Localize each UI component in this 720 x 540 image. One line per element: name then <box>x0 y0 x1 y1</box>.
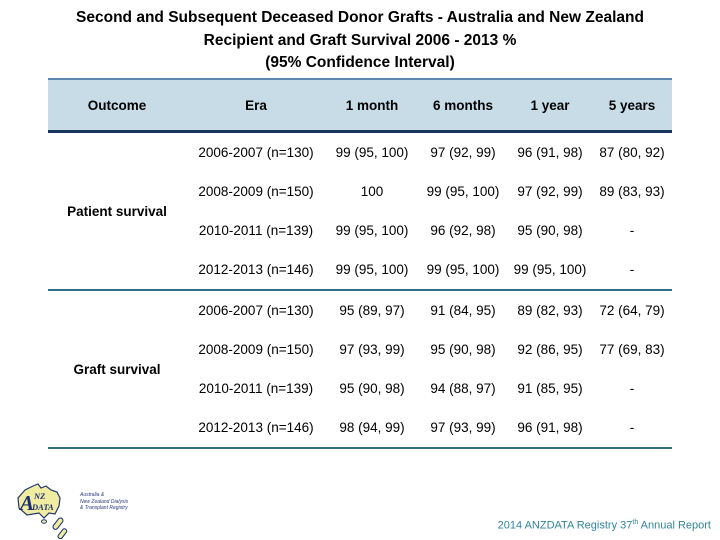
table-row: 2008-2009 (n=150) 100 99 (95, 100) 97 (9… <box>186 172 672 211</box>
cell-5years: 87 (80, 92) <box>599 145 665 160</box>
cell-5years: - <box>629 420 635 435</box>
cell-1month: 97 (93, 99) <box>339 342 405 357</box>
cell-1year: 95 (90, 98) <box>517 223 583 238</box>
table-row: 2006-2007 (n=130) 99 (95, 100) 97 (92, 9… <box>186 133 672 172</box>
cell-5years: - <box>629 262 635 277</box>
citation-superscript: th <box>632 519 639 527</box>
table-row: 2012-2013 (n=146) 99 (95, 100) 99 (95, 1… <box>186 250 672 289</box>
cell-6months: 94 (88, 97) <box>430 381 496 396</box>
table-row: 2008-2009 (n=150) 97 (93, 99) 95 (90, 98… <box>186 330 672 369</box>
cell-era: 2010-2011 (n=139) <box>198 223 314 238</box>
citation-suffix: Annual Report <box>638 520 711 532</box>
title-line-3: (95% Confidence Interval) <box>265 54 455 71</box>
title-line-2: Recipient and Graft Survival 2006 - 2013… <box>203 31 517 49</box>
tagline-line-3: & Transplant Registry <box>80 505 128 511</box>
cell-1year: 99 (95, 100) <box>513 262 587 277</box>
cell-era: 2006-2007 (n=130) <box>198 303 314 318</box>
cell-era: 2012-2013 (n=146) <box>198 262 314 277</box>
cell-1month: 99 (95, 100) <box>335 145 409 160</box>
cell-era: 2010-2011 (n=139) <box>198 381 314 396</box>
survival-table: Outcome Era 1 month 6 months 1 year 5 ye… <box>48 78 672 449</box>
cell-5years: - <box>629 381 635 396</box>
table-row: 2010-2011 (n=139) 95 (90, 98) 94 (88, 97… <box>186 369 672 408</box>
citation-prefix: 2014 ANZDATA Registry 37 <box>497 520 633 532</box>
cell-6months: 97 (92, 99) <box>430 145 496 160</box>
cell-1year: 89 (82, 93) <box>517 303 583 318</box>
cell-1year: 96 (91, 98) <box>517 145 583 160</box>
tagline-line-1: Australia & <box>80 492 105 498</box>
cell-1year: 96 (91, 98) <box>517 420 583 435</box>
outcome-label-graft-survival: Graft survival <box>73 361 161 377</box>
cell-6months: 97 (93, 99) <box>430 420 496 435</box>
column-header-outcome: Outcome <box>87 97 147 113</box>
table-header-row: Outcome Era 1 month 6 months 1 year 5 ye… <box>48 78 672 133</box>
cell-6months: 91 (84, 95) <box>430 303 496 318</box>
column-header-5years: 5 years <box>608 97 656 113</box>
cell-6months: 95 (90, 98) <box>430 342 496 357</box>
cell-1month: 95 (89, 97) <box>339 303 405 318</box>
outcome-label-patient-survival: Patient survival <box>67 203 167 219</box>
report-citation: 2014 ANZDATA Registry 37th Annual Report <box>498 519 711 532</box>
section-patient-survival: Patient survival 2006-2007 (n=130) 99 (9… <box>48 133 672 289</box>
cell-1year: 97 (92, 99) <box>517 184 583 199</box>
table-row: 2006-2007 (n=130) 95 (89, 97) 91 (84, 95… <box>186 291 672 330</box>
cell-5years: 89 (83, 93) <box>599 184 665 199</box>
cell-1month: 98 (94, 99) <box>339 420 405 435</box>
logo-tagline: Australia & New Zealand Dialysis & Trans… <box>80 492 128 512</box>
cell-era: 2006-2007 (n=130) <box>198 145 314 160</box>
cell-era: 2008-2009 (n=150) <box>198 342 314 357</box>
section-divider <box>48 447 672 449</box>
cell-1month: 95 (90, 98) <box>339 381 405 396</box>
cell-1month: 99 (95, 100) <box>335 262 409 277</box>
slide-title: Second and Subsequent Deceased Donor Gra… <box>0 7 720 75</box>
section-divider <box>48 289 672 291</box>
title-line-1: Second and Subsequent Deceased Donor Gra… <box>76 9 644 26</box>
tagline-line-2: New Zealand Dialysis <box>80 498 129 505</box>
anzdata-map-icon: A NZ DATA <box>17 483 68 539</box>
column-header-6months: 6 months <box>432 97 493 113</box>
cell-1month: 99 (95, 100) <box>335 223 409 238</box>
logo-letters-data: DATA <box>31 502 54 512</box>
table-row: 2010-2011 (n=139) 99 (95, 100) 96 (92, 9… <box>186 211 672 250</box>
cell-6months: 99 (95, 100) <box>426 262 500 277</box>
column-header-1year: 1 year <box>530 97 570 113</box>
cell-5years: 72 (64, 79) <box>599 303 665 318</box>
cell-6months: 99 (95, 100) <box>426 184 500 199</box>
column-header-1month: 1 month <box>345 97 399 113</box>
cell-5years: - <box>629 223 635 238</box>
section-graft-survival: Graft survival 2006-2007 (n=130) 95 (89,… <box>48 291 672 447</box>
table-row: 2012-2013 (n=146) 98 (94, 99) 97 (93, 99… <box>186 408 672 447</box>
cell-5years: 77 (69, 83) <box>599 342 665 357</box>
logo-letters-nz: NZ <box>33 491 45 501</box>
logo-letter-a: A <box>18 491 34 515</box>
cell-1year: 92 (86, 95) <box>517 342 583 357</box>
cell-1year: 91 (85, 95) <box>517 381 583 396</box>
cell-era: 2008-2009 (n=150) <box>198 184 314 199</box>
anzdata-logo: A NZ DATA Australia & New Zealand Dialys… <box>13 482 128 539</box>
column-header-era: Era <box>245 97 267 113</box>
cell-6months: 96 (92, 98) <box>430 223 496 238</box>
cell-era: 2012-2013 (n=146) <box>198 420 314 435</box>
cell-1month: 100 <box>360 184 384 199</box>
